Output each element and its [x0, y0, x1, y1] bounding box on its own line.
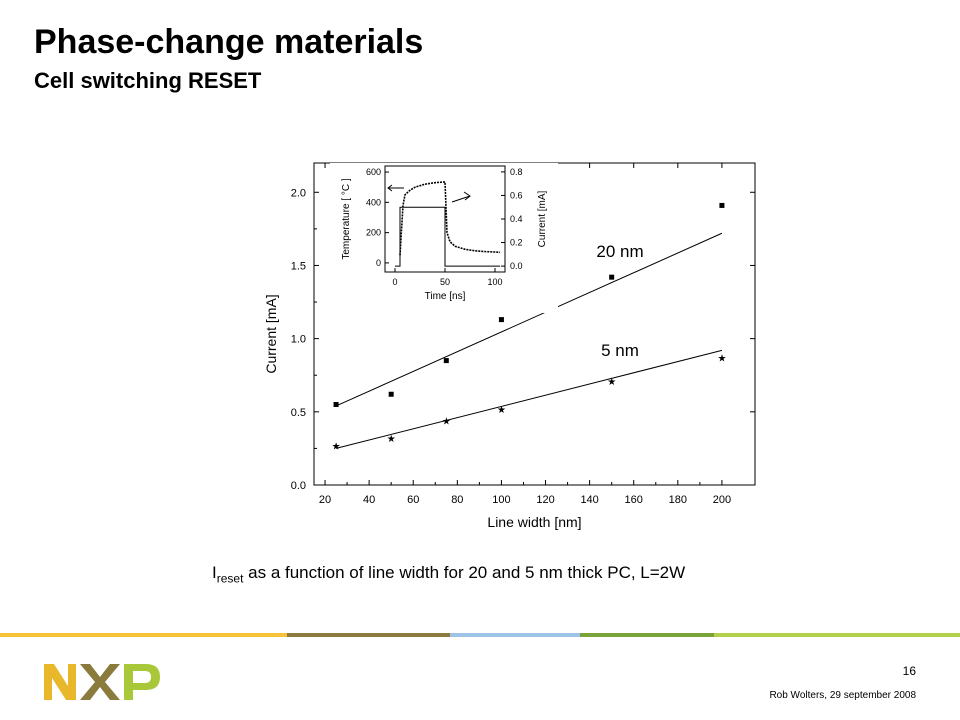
temperature-curve [399, 181, 501, 256]
x-tick-label: 40 [363, 494, 375, 506]
x-tick-label: 120 [536, 494, 554, 506]
arrow-right-icon [463, 191, 471, 201]
data-point: ★ [607, 377, 616, 388]
data-point [443, 358, 449, 364]
y-axis-label: Current [mA] [263, 294, 279, 373]
stripe-segment [287, 633, 450, 637]
inset-y2-tick-label: 0.0 [510, 261, 523, 271]
page-subtitle: Cell switching RESET [34, 68, 262, 93]
inset-y2-tick-label: 0.2 [510, 238, 523, 248]
series-label: 20 nm [596, 242, 643, 261]
inset-y2-tick-label: 0.4 [510, 214, 523, 224]
inset-y-axis-label: Temperature [ °C ] [341, 178, 352, 259]
x-axis-label: Line width [nm] [487, 514, 581, 530]
x-tick-label: 200 [713, 494, 731, 506]
x-tick-label: 180 [669, 494, 687, 506]
inset-y2-tick-label: 0.6 [510, 190, 523, 200]
stripe-segment [714, 633, 960, 637]
y-tick-label: 0.0 [291, 480, 306, 492]
y-tick-label: 0.5 [291, 407, 306, 419]
caption-subscript: reset [216, 571, 244, 586]
page-title: Phase-change materials [34, 23, 424, 61]
x-tick-label: 160 [625, 494, 643, 506]
inset-y-tick-label: 400 [366, 197, 381, 207]
data-point: ★ [387, 434, 396, 445]
caption-symbol: I [212, 563, 217, 582]
fit-line [335, 349, 723, 449]
x-tick-label: 100 [492, 494, 510, 506]
logo-letter-n [44, 664, 76, 700]
caption-text: as a function of line width for 20 and 5… [243, 563, 686, 582]
arrow-left-icon [387, 184, 393, 192]
inset-x-tick-label: 0 [392, 277, 397, 287]
logo-letter-x [80, 664, 120, 700]
inset-background [330, 163, 558, 313]
data-point [609, 274, 615, 280]
stripe-segment [580, 633, 714, 637]
inset-x-tick-label: 100 [487, 277, 502, 287]
stripe-segment [0, 633, 287, 637]
footer-author-date: Rob Wolters, 29 september 2008 [769, 690, 916, 701]
data-point [719, 202, 725, 208]
arrow-right-icon [451, 195, 471, 203]
inset-x-axis-label: Time [ns] [425, 291, 466, 302]
x-tick-label: 140 [580, 494, 598, 506]
data-point: ★ [717, 354, 726, 365]
figure-caption: Ireset as a function of line width for 2… [212, 562, 685, 589]
inset-x-tick-label: 50 [440, 277, 450, 287]
data-point [333, 402, 339, 407]
y-tick-label: 2.0 [291, 187, 306, 199]
logo-letter-p [124, 664, 160, 700]
inset-y-tick-label: 200 [366, 228, 381, 238]
x-tick-label: 20 [319, 494, 331, 506]
data-point: ★ [442, 417, 451, 428]
inset-y-tick-label: 0 [376, 258, 381, 268]
data-point: ★ [332, 441, 341, 452]
current-pulse [395, 206, 500, 267]
main-chart: 20 40 60 80 100 120 140 160 180 200 0.0 0.5 1.0 1.5 2.… [263, 162, 756, 530]
page-number: 16 [902, 664, 916, 678]
data-point: ★ [497, 405, 506, 416]
series-label: 5 nm [601, 341, 639, 360]
inset-chart: 0 50 100 0 200 400 600 0.0 0.2 0.4 0.6 0.8 Time [ns]… [330, 163, 558, 313]
nxp-logo [44, 664, 160, 700]
data-point [388, 391, 394, 397]
inset-y2-axis-label: Current [mA] [537, 190, 548, 247]
inset-y-tick-label: 600 [366, 167, 381, 177]
fit-line [335, 232, 723, 407]
y-tick-label: 1.0 [291, 334, 306, 346]
x-tick-label: 60 [407, 494, 419, 506]
x-tick-label: 80 [451, 494, 463, 506]
data-point [498, 317, 504, 323]
inset-y2-tick-label: 0.8 [510, 167, 523, 177]
y-tick-label: 1.5 [291, 260, 306, 272]
stripe-segment [450, 633, 580, 637]
